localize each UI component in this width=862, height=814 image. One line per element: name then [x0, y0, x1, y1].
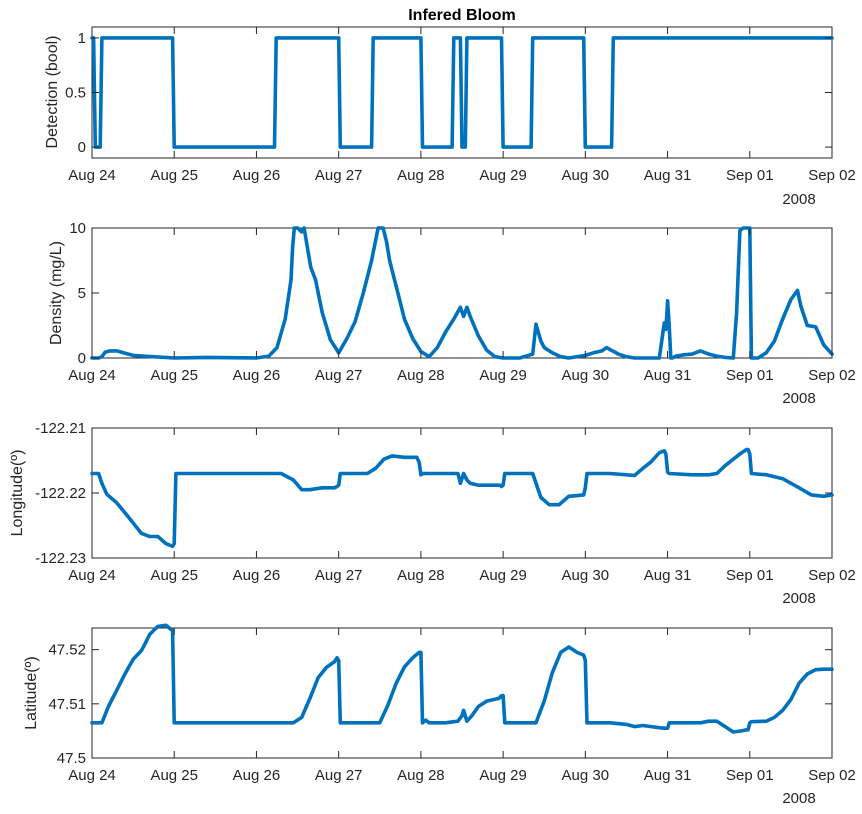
latitude-y-tick-label: 47.52 [48, 642, 86, 659]
latitude-x-tick-label: Sep 01 [726, 767, 774, 784]
panel-detection-ylabel: Detection (bool) [44, 36, 61, 149]
panel-density-year-label: 2008 [782, 390, 815, 407]
panel-latitude-year-label: 2008 [782, 790, 815, 807]
panel-longitude-marks [90, 447, 834, 549]
detection-x-tick-label: Sep 02 [808, 167, 856, 184]
longitude-x-tick-label: Aug 24 [68, 567, 116, 584]
detection-x-tick-label: Aug 31 [644, 167, 692, 184]
detection-y-tick-label: 0 [78, 139, 86, 156]
panel-detection-marks [90, 36, 834, 149]
longitude-x-tick-label: Aug 26 [233, 567, 281, 584]
latitude-x-tick-label: Aug 27 [315, 767, 363, 784]
latitude-x-tick-label: Aug 28 [397, 767, 445, 784]
detection-y-tick-label: 0.5 [65, 85, 86, 102]
longitude-y-tick-label: -122.23 [35, 550, 86, 567]
latitude-x-tick-label: Aug 29 [479, 767, 527, 784]
density-y-tick-label: 5 [78, 285, 86, 302]
density-x-tick-label: Aug 26 [233, 367, 281, 384]
panel-latitude-marks [90, 623, 834, 734]
longitude-y-tick-label: -122.21 [35, 420, 86, 437]
longitude-x-tick-label: Aug 25 [150, 567, 198, 584]
detection-x-tick-label: Aug 27 [315, 167, 363, 184]
density-x-tick-label: Aug 27 [315, 367, 363, 384]
density-x-tick-label: Aug 29 [479, 367, 527, 384]
panel-longitude: Longitude(º) 2008 Aug 24 Aug 25 Aug 26 Aug … [9, 420, 856, 607]
panel-density: Density (mg/L) 2008 Aug 24 Aug 25 Aug 26 Au… [48, 220, 856, 407]
longitude-x-tick-label: Aug 27 [315, 567, 363, 584]
detection-x-tick-label: Aug 28 [397, 167, 445, 184]
latitude-x-tick-label: Aug 26 [233, 767, 281, 784]
density-y-tick-label: 0 [78, 350, 86, 367]
longitude-x-tick-label: Aug 31 [644, 567, 692, 584]
density-x-tick-label: Aug 30 [562, 367, 610, 384]
density-x-tick-label: Aug 25 [150, 367, 198, 384]
latitude-x-tick-label: Aug 25 [150, 767, 198, 784]
detection-series-line [90, 36, 834, 149]
detection-x-tick-label: Aug 29 [479, 167, 527, 184]
latitude-y-tick-label: 47.51 [48, 696, 86, 713]
longitude-y-tick-label: -122.22 [35, 485, 86, 502]
detection-y-tick-label: 1 [78, 30, 86, 47]
detection-x-tick-label: Aug 25 [150, 167, 198, 184]
longitude-x-tick-label: Aug 29 [479, 567, 527, 584]
longitude-x-tick-label: Sep 01 [726, 567, 774, 584]
longitude-x-tick-label: Aug 28 [397, 567, 445, 584]
panel-latitude: Latitude(º) 2008 Aug 24 Aug 25 Aug 26 Aug 2… [23, 623, 856, 807]
longitude-x-tick-label: Sep 02 [808, 567, 856, 584]
panel-detection-year-label: 2008 [782, 191, 815, 208]
panel-detection: Detection (bool) 2008 Aug 24 Aug 25 Aug 26… [44, 26, 856, 208]
density-x-tick-label: Sep 02 [808, 367, 856, 384]
panel-latitude-ylabel: Latitude(º) [23, 656, 40, 729]
detection-x-tick-label: Aug 26 [233, 167, 281, 184]
detection-x-tick-label: Sep 01 [726, 167, 774, 184]
panel-longitude-year-label: 2008 [782, 590, 815, 607]
panel-density-axes [91, 227, 833, 359]
density-x-tick-label: Sep 01 [726, 367, 774, 384]
panel-latitude-axes [91, 627, 833, 759]
detection-x-tick-label: Aug 24 [68, 167, 116, 184]
latitude-x-tick-label: Aug 30 [562, 767, 610, 784]
detection-x-tick-label: Aug 30 [562, 167, 610, 184]
latitude-series-line [90, 623, 834, 734]
longitude-series-line [90, 447, 834, 549]
density-x-tick-label: Aug 24 [68, 367, 116, 384]
panel-density-ylabel: Density (mg/L) [48, 241, 65, 345]
panel-longitude-axes [91, 427, 833, 559]
density-y-tick-label: 10 [69, 220, 86, 237]
panel-longitude-ylabel: Longitude(º) [9, 450, 26, 537]
latitude-x-tick-label: Aug 31 [644, 767, 692, 784]
latitude-x-tick-label: Sep 02 [808, 767, 856, 784]
latitude-y-tick-label: 47.5 [57, 750, 86, 767]
density-x-tick-label: Aug 31 [644, 367, 692, 384]
longitude-x-tick-label: Aug 30 [562, 567, 610, 584]
figure-title: Infered Bloom [408, 7, 516, 24]
latitude-x-tick-label: Aug 24 [68, 767, 116, 784]
density-x-tick-label: Aug 28 [397, 367, 445, 384]
